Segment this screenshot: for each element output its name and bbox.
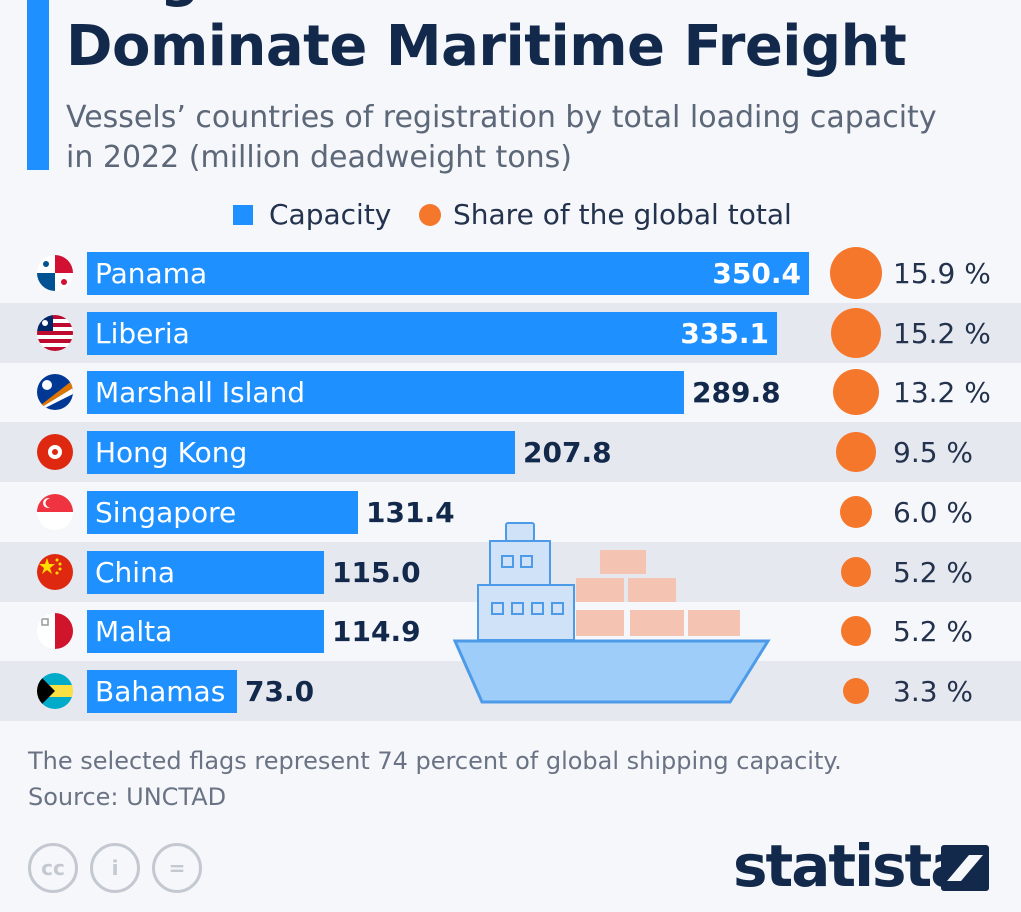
share-value-label: 15.2 % (893, 317, 991, 350)
subtitle-line-2: in 2022 (million deadweight tons) (66, 140, 573, 175)
share-value-label: 6.0 % (893, 496, 974, 529)
capacity-bar (87, 312, 777, 355)
capacity-bar (87, 491, 358, 534)
cargo-ship-illustration (452, 522, 771, 704)
capacity-bar (87, 551, 324, 594)
legend-capacity-swatch (233, 205, 253, 225)
country-label: Bahamas (95, 675, 226, 708)
share-dot (840, 615, 872, 647)
subtitle-line-1: Vessels’ countries of registration by to… (66, 100, 937, 135)
capacity-value-label: 335.1 (680, 317, 769, 350)
chart-row: Hong Kong 207.8 9.5 % (0, 422, 1021, 482)
hong-kong-flag-icon (37, 434, 73, 470)
country-label: Singapore (95, 496, 237, 529)
share-value-label: 13.2 % (893, 376, 991, 409)
chart-subtitle: Vessels’ countries of registration by to… (66, 98, 966, 178)
attribution-icon[interactable]: i (90, 843, 140, 893)
bahamas-flag-icon (37, 673, 73, 709)
brand-wordmark: statista (733, 832, 969, 900)
share-value-label: 9.5 % (893, 436, 974, 469)
legend-capacity-label: Capacity (269, 198, 392, 231)
creative-commons-icon[interactable]: cc (28, 843, 78, 893)
country-label: Malta (95, 615, 173, 648)
capacity-value-label: 289.8 (692, 376, 781, 409)
share-dot (840, 556, 872, 588)
chart-row: Panama 350.4 15.9 % (0, 243, 1021, 303)
country-label: Marshall Island (95, 376, 306, 409)
no-derivatives-icon[interactable]: = (152, 843, 202, 893)
capacity-bar (87, 610, 324, 653)
footnote: The selected flags represent 74 percent … (28, 747, 842, 775)
china-flag-icon (37, 554, 73, 590)
capacity-value-label: 73.0 (245, 675, 315, 708)
malta-flag-icon (37, 613, 73, 649)
source-note: Source: UNCTAD (28, 783, 227, 811)
share-dot (842, 677, 870, 705)
chart-row: Singapore 131.4 6.0 % (0, 482, 1021, 542)
capacity-bar (87, 431, 515, 474)
share-value-label: 5.2 % (893, 615, 974, 648)
chart-title: Flags of Convenience Dominate Maritime F… (66, 0, 907, 82)
license-icons: cc i = (28, 843, 208, 893)
capacity-value-label: 115.0 (332, 556, 421, 589)
marshall-islands-flag-icon (37, 374, 73, 410)
legend-share-swatch (419, 204, 441, 226)
country-label: Panama (95, 257, 208, 290)
chart-row: Malta 114.9 5.2 % (0, 601, 1021, 661)
country-label: Liberia (95, 317, 190, 350)
chart-row: Marshall Island 289.8 13.2 % (0, 362, 1021, 422)
title-line-1: Flags of Convenience (66, 0, 729, 9)
share-dot (830, 247, 882, 299)
legend-share-label: Share of the global total (453, 198, 792, 231)
country-label: Hong Kong (95, 436, 248, 469)
singapore-flag-icon (37, 494, 73, 530)
share-dot (832, 368, 880, 416)
capacity-value-label: 131.4 (366, 496, 455, 529)
capacity-bar (87, 371, 684, 414)
capacity-value-label: 350.4 (712, 257, 801, 290)
panama-flag-icon (37, 255, 73, 291)
share-dot (836, 432, 876, 472)
statista-logo-icon (941, 845, 989, 891)
country-label: China (95, 556, 175, 589)
share-dot (830, 307, 882, 359)
title-line-2: Dominate Maritime Freight (66, 14, 907, 79)
chart-row: Liberia 335.1 15.2 % (0, 303, 1021, 363)
share-dot (839, 495, 873, 529)
liberia-flag-icon (37, 315, 73, 351)
capacity-value-label: 207.8 (523, 436, 612, 469)
capacity-bar (87, 252, 809, 295)
accent-bar (27, 0, 49, 170)
share-value-label: 3.3 % (893, 675, 974, 708)
share-value-label: 15.9 % (893, 257, 991, 290)
share-value-label: 5.2 % (893, 556, 974, 589)
capacity-value-label: 114.9 (332, 615, 421, 648)
capacity-bar (87, 670, 237, 713)
